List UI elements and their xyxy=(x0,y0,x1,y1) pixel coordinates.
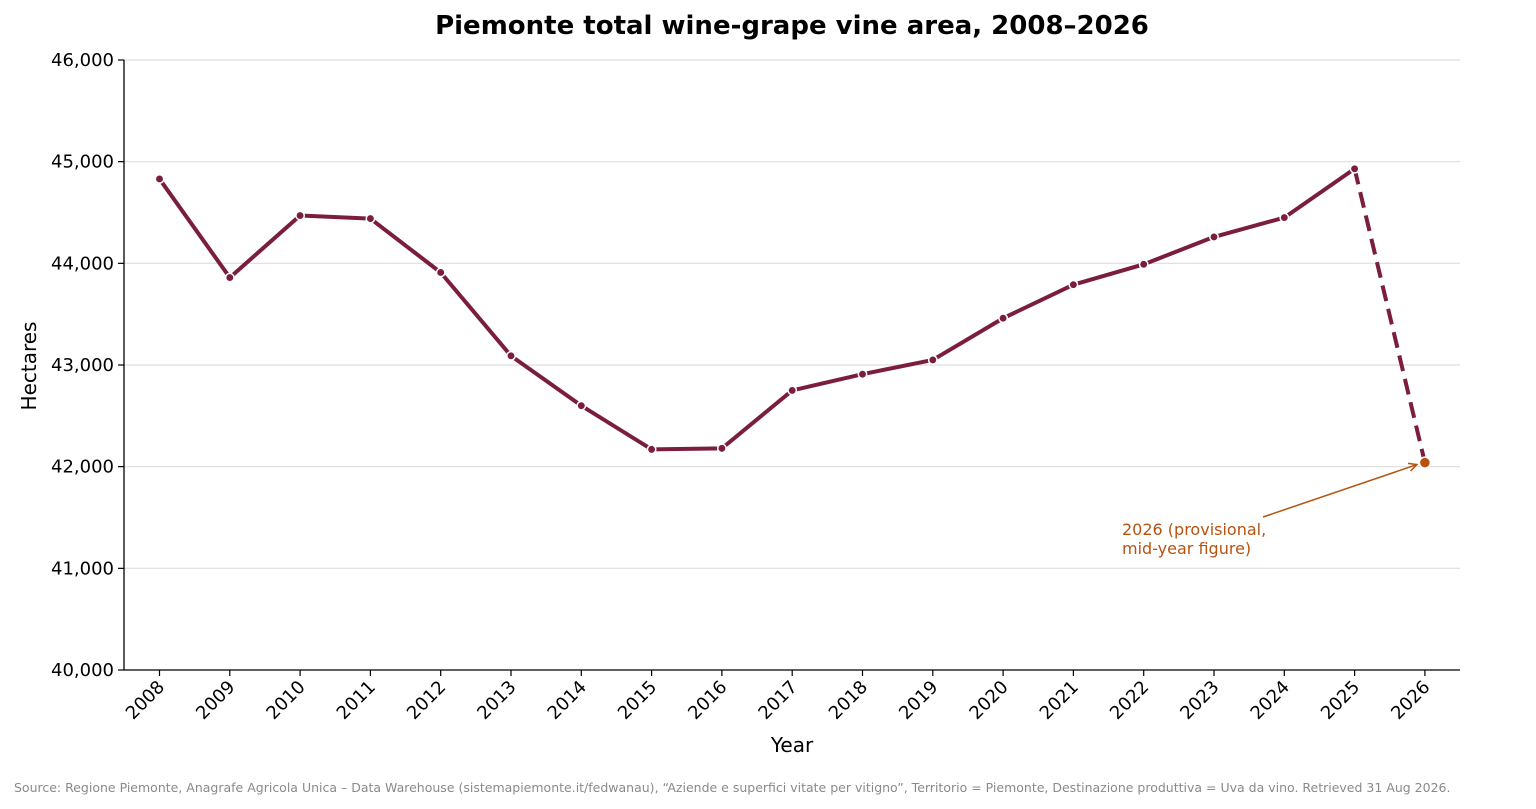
data-point xyxy=(576,400,587,411)
x-tick-label: 2016 xyxy=(684,677,731,724)
x-tick-label: 2012 xyxy=(403,677,450,724)
y-tick-label: 46,000 xyxy=(51,50,114,71)
data-point xyxy=(787,385,798,396)
chart-title: Piemonte total wine-grape vine area, 200… xyxy=(435,11,1149,41)
series xyxy=(157,166,1427,464)
data-point xyxy=(506,350,516,361)
x-tick-label: 2009 xyxy=(192,677,239,724)
provisional-segment xyxy=(1352,168,1427,464)
y-tick-label: 45,000 xyxy=(51,152,114,173)
data-point xyxy=(435,267,446,278)
data-point xyxy=(365,213,376,224)
x-tick-label: 2025 xyxy=(1317,677,1364,724)
x-tick-label: 2018 xyxy=(825,677,872,724)
x-tick-label: 2015 xyxy=(614,677,661,724)
x-tick-label: 2011 xyxy=(333,677,380,724)
annotation-line-2: mid-year figure) xyxy=(1122,539,1251,558)
y-ticks: 40,000 41,000 42,000 43,000 44,000 45,000 46,0… xyxy=(51,50,124,681)
data-point xyxy=(857,369,868,380)
y-axis-label: Hectares xyxy=(17,322,41,411)
data-point xyxy=(295,210,306,221)
x-tick-label: 2019 xyxy=(895,677,942,724)
x-tick-label: 2008 xyxy=(122,677,169,724)
y-tick-label: 41,000 xyxy=(51,558,114,579)
data-point xyxy=(1068,279,1079,290)
y-tick-label: 40,000 xyxy=(51,660,114,681)
x-tick-label: 2022 xyxy=(1106,677,1153,724)
series-line xyxy=(157,166,1357,452)
data-point xyxy=(1209,231,1219,242)
gridlines xyxy=(124,59,1460,569)
data-point xyxy=(154,174,165,184)
data-point xyxy=(998,313,1009,324)
x-tick-label: 2017 xyxy=(754,677,801,724)
y-tick-label: 44,000 xyxy=(51,253,114,274)
annotation-arrow xyxy=(1262,465,1417,518)
data-point xyxy=(1138,259,1149,270)
data-point xyxy=(646,444,657,455)
x-tick-label: 2010 xyxy=(262,677,309,724)
x-tick-label: 2020 xyxy=(965,677,1012,724)
data-point xyxy=(927,354,938,365)
data-point xyxy=(224,272,235,283)
y-tick-label: 42,000 xyxy=(51,457,114,478)
source-note: Source: Regione Piemonte, Anagrafe Agric… xyxy=(14,780,1450,795)
provisional-point xyxy=(1418,456,1432,469)
data-point xyxy=(1349,163,1360,174)
x-ticks: 2008 2009 2010 2011 2012 2013 2014 2015 2016 2017… xyxy=(122,670,1434,724)
data-points xyxy=(154,163,1432,469)
x-tick-label: 2024 xyxy=(1247,677,1294,724)
x-axis-label: Year xyxy=(770,733,814,757)
annotation: 2026 (provisional, mid-year figure) xyxy=(1122,465,1417,558)
x-tick-label: 2023 xyxy=(1176,677,1223,724)
data-point xyxy=(1279,212,1290,223)
x-tick-label: 2013 xyxy=(473,677,520,724)
annotation-line-1: 2026 (provisional, xyxy=(1122,520,1266,539)
x-tick-label: 2021 xyxy=(1036,677,1083,724)
data-point xyxy=(716,443,727,454)
x-tick-label: 2026 xyxy=(1387,677,1434,724)
x-tick-label: 2014 xyxy=(544,677,591,724)
y-tick-label: 43,000 xyxy=(51,355,114,376)
